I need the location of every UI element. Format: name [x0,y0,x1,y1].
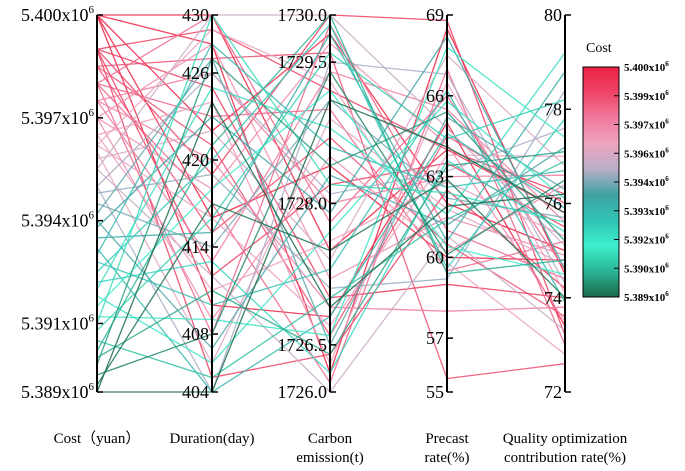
colorbar-label: 5.400x106 [624,60,669,74]
colorbar-label: 5.392x106 [624,233,669,247]
axis-title-precast: rate(%) [425,450,470,466]
tick-label-duration: 408 [182,324,209,344]
axis-titles: Cost（yuan） Duration(day) Carbon emission(t)… [54,430,628,466]
tick-label-quality: 76 [544,194,562,214]
tick-label-precast: 69 [426,5,444,25]
axis-title-carbon: emission(t) [296,450,364,466]
tick-label-precast: 66 [426,86,444,106]
tick-label-quality: 74 [544,288,562,308]
tick-label-carbon: 1730.0 [278,5,328,25]
tick-label-quality: 72 [544,382,562,402]
tick-label-duration: 426 [182,63,209,83]
tick-label-duration: 404 [182,382,209,402]
colorbar-label: 5.399x106 [624,89,669,103]
colorbar-title: Cost [586,41,612,56]
axis-title-carbon: Carbon [308,431,353,447]
tick-label-cost: 5.391x106 [21,312,95,333]
tick-label-cost: 5.389x106 [21,381,95,402]
colorbar-gradient [582,66,620,298]
tick-label-carbon: 1726.0 [278,382,328,402]
axis-title-quality: Quality optimization [503,431,628,447]
colorbar: Cost 5.400x106 5.399x106 5.397x106 5.396x106… [582,41,669,304]
axis-title-quality: contribution rate(%) [504,450,626,466]
tick-label-carbon: 1726.5 [278,335,328,355]
colorbar-label: 5.397x106 [624,118,669,132]
colorbar-label: 5.393x106 [624,204,669,218]
axes: 5.400x106 5.397x106 5.394x106 5.391x106 5.38… [21,4,571,402]
tick-label-precast: 63 [426,167,444,187]
tick-label-duration: 430 [182,5,209,25]
colorbar-label: 5.396x106 [624,146,669,160]
tick-label-cost: 5.400x106 [21,4,95,25]
tick-label-cost: 5.397x106 [21,107,95,128]
axis-title-precast: Precast [425,431,469,447]
tick-label-duration: 420 [182,150,209,170]
tick-label-quality: 80 [544,5,562,25]
tick-label-carbon: 1729.5 [278,52,328,72]
tick-label-precast: 60 [426,247,444,267]
tick-label-precast: 57 [426,328,444,348]
colorbar-label: 5.389x106 [624,290,669,304]
tick-label-cost: 5.394x106 [21,210,95,231]
tick-label-duration: 414 [182,237,209,257]
tick-label-precast: 55 [426,382,444,402]
tick-label-carbon: 1728.0 [278,194,328,214]
colorbar-label: 5.390x106 [624,261,669,275]
axis-title-cost: Cost（yuan） [54,430,141,447]
tick-label-quality: 78 [544,99,562,119]
axis-title-duration: Duration(day) [170,431,255,447]
colorbar-label: 5.394x106 [624,175,669,189]
